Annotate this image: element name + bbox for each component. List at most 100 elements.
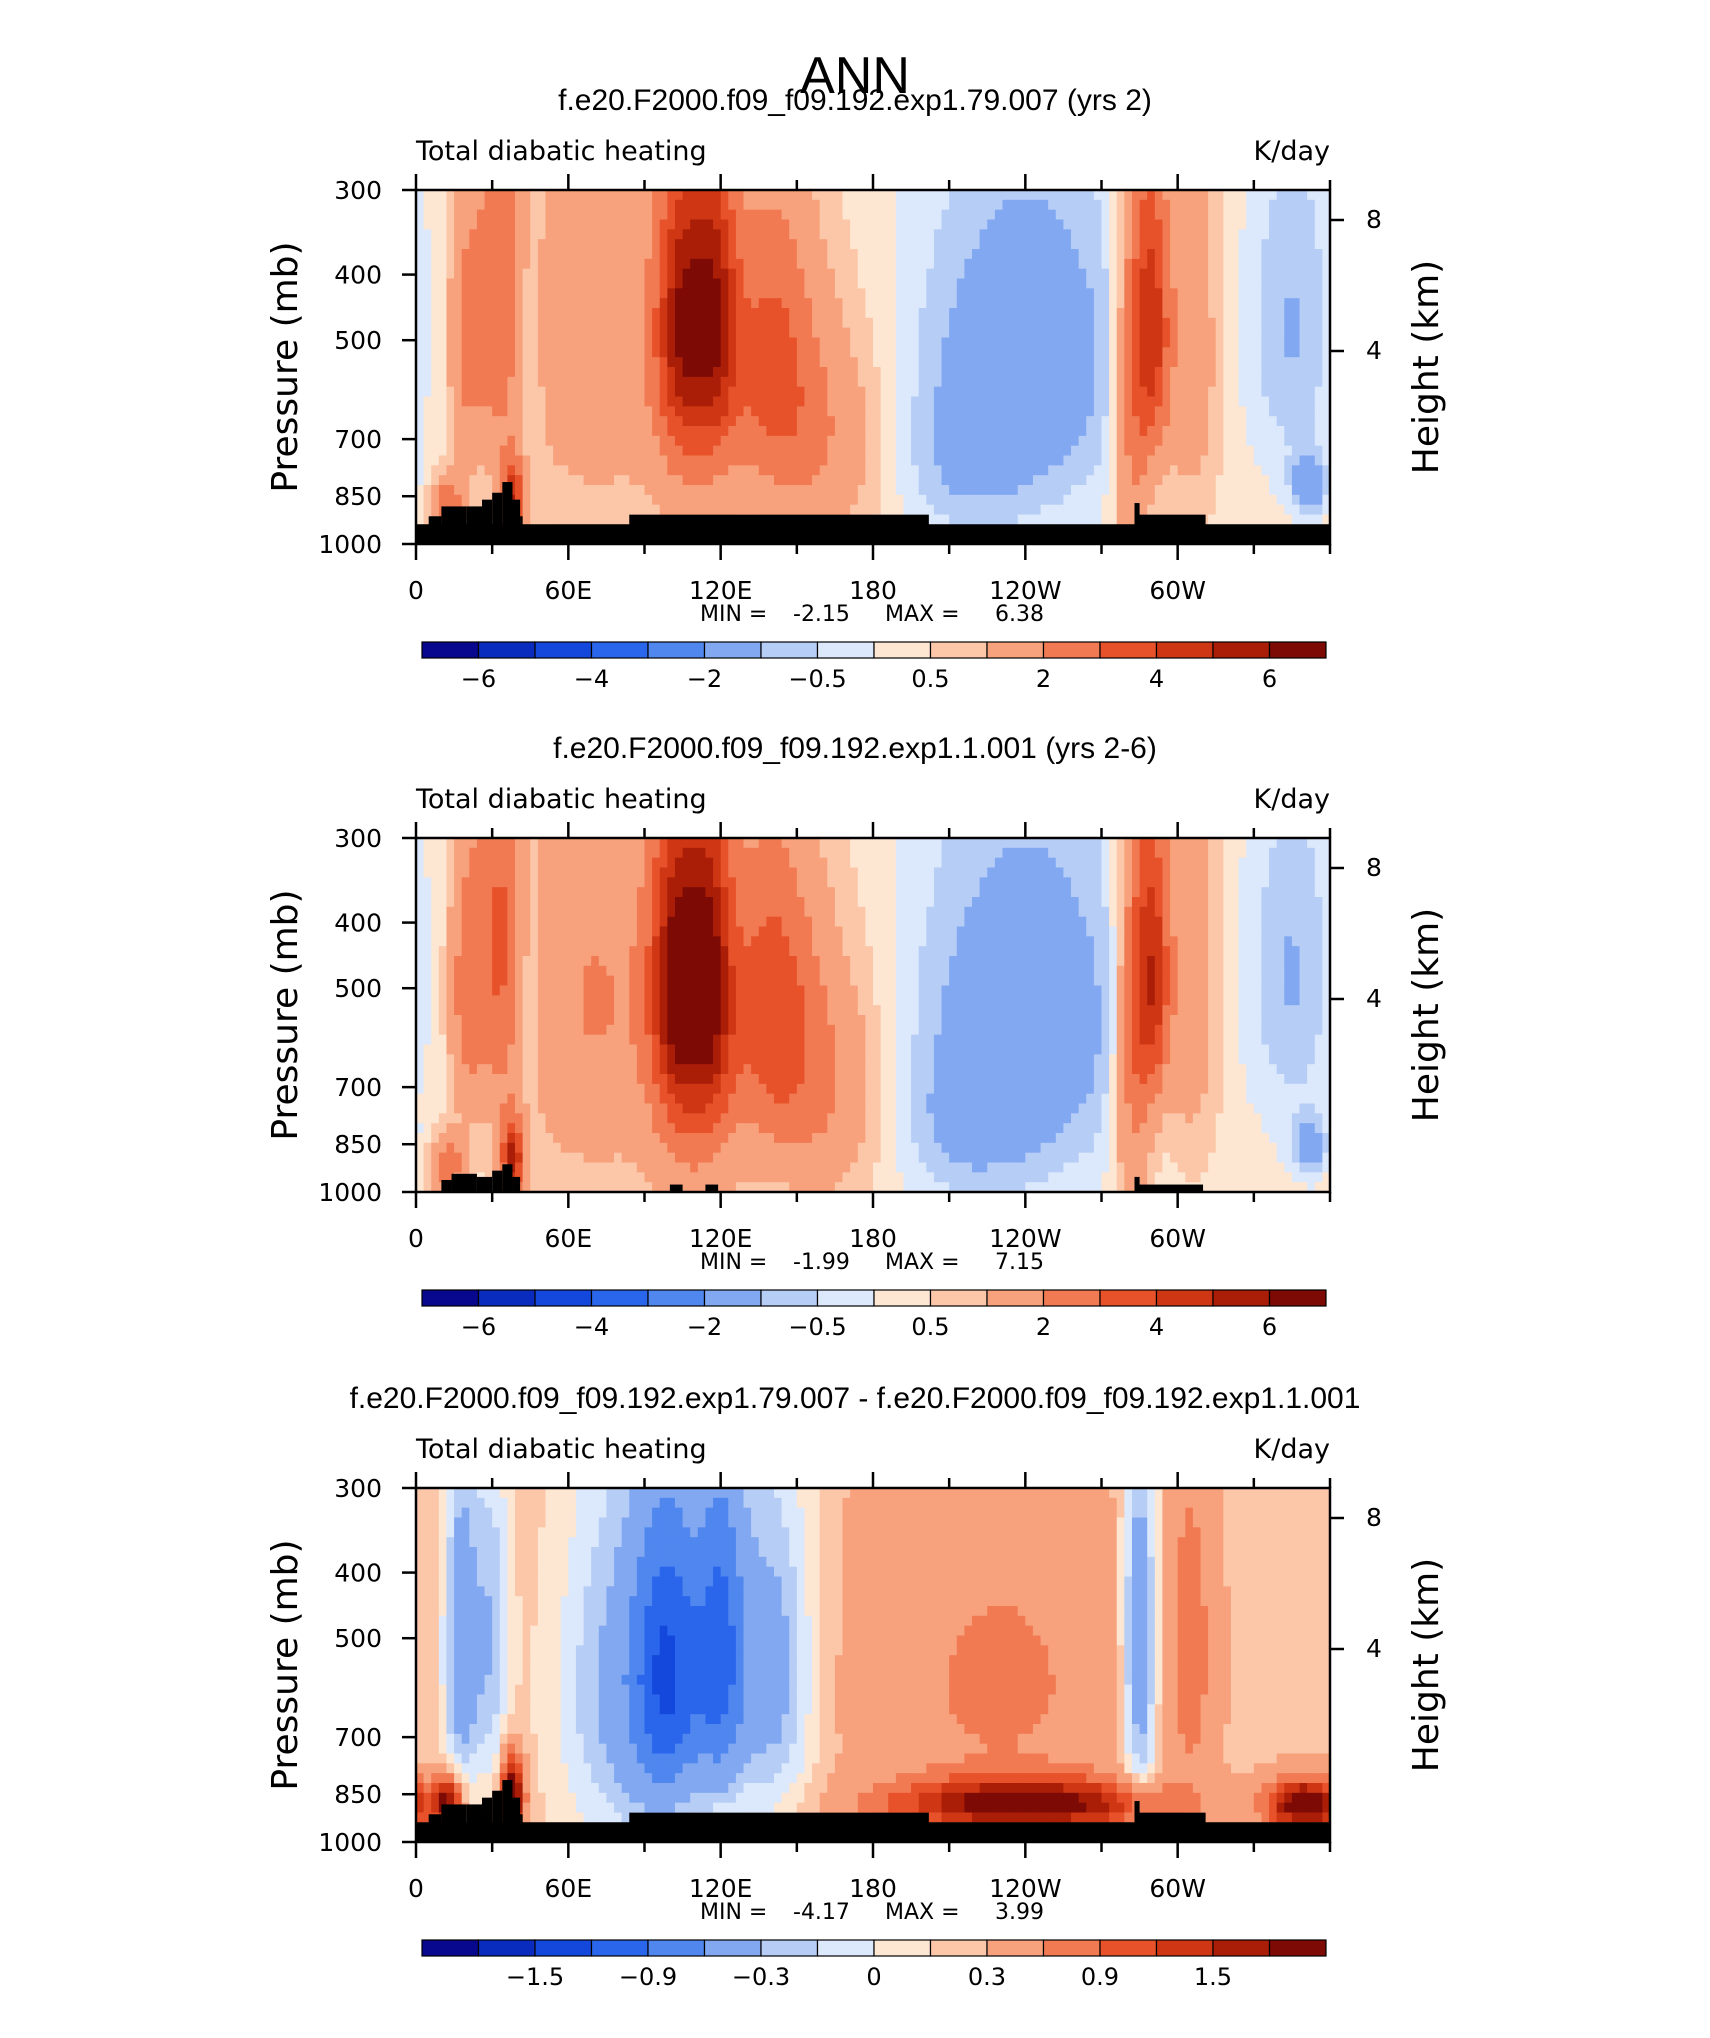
heatmap-cell [812,219,821,230]
heatmap-cell [751,406,760,417]
heatmap-cell [553,190,562,201]
heatmap-cell [728,406,737,417]
heatmap-cell [972,406,981,417]
heatmap-cell [1010,396,1019,407]
heatmap-cell [979,199,988,211]
heatmap-cell [895,308,905,319]
heatmap-cell [1101,219,1110,230]
heatmap-cell [1269,514,1278,525]
heatmap-cell [1109,465,1118,476]
heatmap-cell [674,406,684,417]
heatmap-cell [1063,455,1072,466]
heatmap-cell [888,445,897,457]
heatmap-cell [469,1113,478,1124]
heatmap-cell [1086,288,1095,299]
heatmap-cell [438,946,448,957]
heatmap-cell [1185,278,1194,289]
heatmap-cell [1253,288,1263,299]
heatmap-cell [987,445,996,457]
heatmap-cell [1192,426,1202,437]
heatmap-cell [515,1152,524,1164]
heatmap-cell [575,268,585,280]
heatmap-cell [705,357,714,368]
heatmap-cell [949,239,958,250]
heatmap-cell [880,298,889,309]
heatmap-cell [476,1024,486,1036]
heatmap-cell [476,229,486,240]
heatmap-cell [1200,249,1209,260]
heatmap-cell [888,426,897,437]
heatmap-cell [522,1083,531,1095]
heatmap-cell [903,278,912,289]
heatmap-cell [697,445,707,457]
heatmap-cell [560,229,569,240]
heatmap-cell [583,327,592,339]
heatmap-cell [918,239,927,250]
heatmap-cell [1276,190,1285,201]
heatmap-cell [895,268,905,280]
heatmap-cell [431,229,440,240]
heatmap-cell [690,386,699,398]
heatmap-cell [979,239,988,250]
heatmap-cell [972,317,981,329]
heatmap-cell [423,199,432,211]
heatmap-cell [1116,337,1125,348]
heatmap-cell [1139,278,1148,289]
heatmap-cell [804,337,813,348]
heatmap-cell [598,445,608,457]
heatmap-cell [1124,376,1133,388]
heatmap-cell [507,897,516,908]
heatmap-cell [1299,308,1308,319]
heatmap-cell [994,308,1004,319]
heatmap-cell [446,376,455,388]
heatmap-cell [1109,268,1118,280]
heatmap-cell [652,494,661,506]
heatmap-cell [964,327,973,339]
heatmap-cell [1192,308,1202,319]
heatmap-cell [530,465,539,476]
heatmap-cell [1116,229,1125,240]
heatmap-cell [636,367,646,378]
heatmap-cell [659,376,668,388]
heatmap-cell [1185,406,1194,417]
heatmap-cell [416,1054,425,1065]
heatmap-cell [1078,347,1087,358]
heatmap-cell [911,258,920,270]
heatmap-cell [522,308,531,319]
heatmap-cell [720,435,729,447]
heatmap-cell [1124,288,1133,299]
heatmap-cell [941,268,950,280]
heatmap-cell [598,494,608,506]
heatmap-cell [515,317,524,329]
heatmap-cell [1185,396,1194,407]
heatmap-cell [1284,209,1293,221]
heatmap-cell [515,445,524,457]
heatmap-cell [949,367,958,378]
heatmap-cell [416,1113,425,1124]
heatmap-cell [956,504,965,516]
heatmap-cell [789,239,798,250]
heatmap-cell [492,1015,501,1026]
heatmap-cell [1154,298,1164,309]
heatmap-cell [1048,406,1057,417]
heatmap-cell [1223,376,1232,388]
heatmap-cell [438,416,448,427]
heatmap-cell [530,936,539,947]
heatmap-cell [812,504,821,516]
heatmap-cell [1322,288,1331,299]
heatmap-cell [979,494,988,506]
heatmap-cell [1147,278,1156,289]
heatmap-cell [1078,268,1087,280]
heatmap-cell [476,219,486,230]
heatmap-cell [1101,239,1110,250]
heatmap-cell [873,327,882,339]
heatmap-cell [1200,504,1209,516]
heatmap-cell [1002,455,1011,466]
heatmap-cell [1017,485,1026,496]
heatmap-cell [956,229,965,240]
heatmap-cell [979,455,988,466]
heatmap-cell [1101,485,1110,496]
heatmap-cell [1147,347,1156,358]
heatmap-cell [1048,219,1057,230]
heatmap-cell [446,1103,455,1114]
